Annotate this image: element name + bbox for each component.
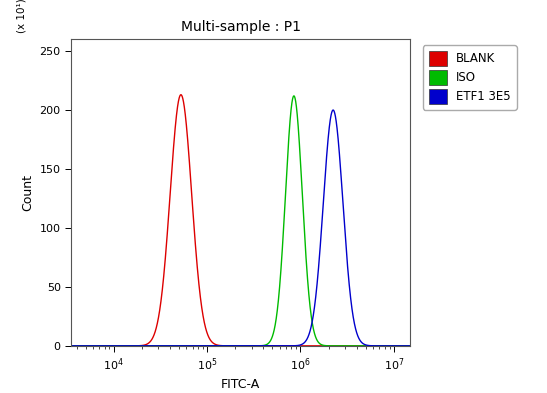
ISO — [345, 343, 352, 348]
BLANK — [327, 343, 333, 348]
ISO — [418, 343, 425, 348]
ETF1 3E5 — [191, 343, 197, 348]
BLANK — [345, 343, 352, 348]
X-axis label: FITC-A: FITC-A — [221, 378, 260, 391]
BLANK — [62, 343, 68, 348]
Legend: BLANK, ISO, ETF1 3E5: BLANK, ISO, ETF1 3E5 — [423, 45, 516, 110]
ISO — [327, 343, 333, 348]
ISO — [273, 317, 280, 321]
BLANK — [191, 226, 197, 231]
BLANK — [288, 343, 295, 348]
ISO — [62, 343, 68, 348]
BLANK — [273, 343, 280, 348]
ETF1 3E5 — [418, 343, 425, 348]
BLANK — [418, 343, 425, 348]
BLANK — [178, 92, 184, 97]
Title: Multi-sample : P1: Multi-sample : P1 — [181, 20, 301, 34]
Text: (x 10¹): (x 10¹) — [17, 0, 27, 33]
ISO — [288, 102, 295, 107]
ISO — [79, 343, 86, 348]
ETF1 3E5 — [326, 123, 333, 127]
Line: BLANK: BLANK — [65, 95, 422, 346]
ETF1 3E5 — [62, 343, 68, 348]
ETF1 3E5 — [345, 276, 352, 281]
Line: ETF1 3E5: ETF1 3E5 — [65, 110, 422, 346]
ETF1 3E5 — [79, 343, 86, 348]
ETF1 3E5 — [273, 343, 280, 348]
BLANK — [79, 343, 86, 348]
ETF1 3E5 — [288, 343, 295, 348]
Line: ISO: ISO — [65, 96, 422, 346]
ISO — [191, 343, 197, 348]
ISO — [290, 94, 297, 98]
ETF1 3E5 — [330, 108, 336, 112]
Y-axis label: Count: Count — [21, 174, 34, 211]
